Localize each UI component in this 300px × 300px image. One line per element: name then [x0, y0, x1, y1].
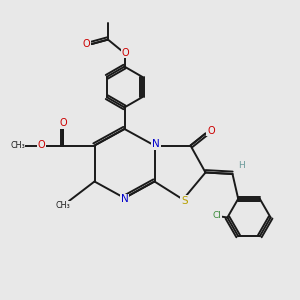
- Text: O: O: [82, 39, 90, 49]
- Text: S: S: [181, 196, 188, 206]
- Text: O: O: [121, 47, 129, 58]
- Text: N: N: [152, 139, 160, 149]
- Text: H: H: [238, 161, 245, 170]
- Text: O: O: [60, 118, 68, 128]
- Text: O: O: [37, 140, 45, 151]
- Text: O: O: [207, 125, 215, 136]
- Text: Cl: Cl: [212, 212, 221, 220]
- Text: CH₃: CH₃: [56, 201, 70, 210]
- Text: CH₃: CH₃: [10, 141, 25, 150]
- Text: N: N: [121, 194, 128, 205]
